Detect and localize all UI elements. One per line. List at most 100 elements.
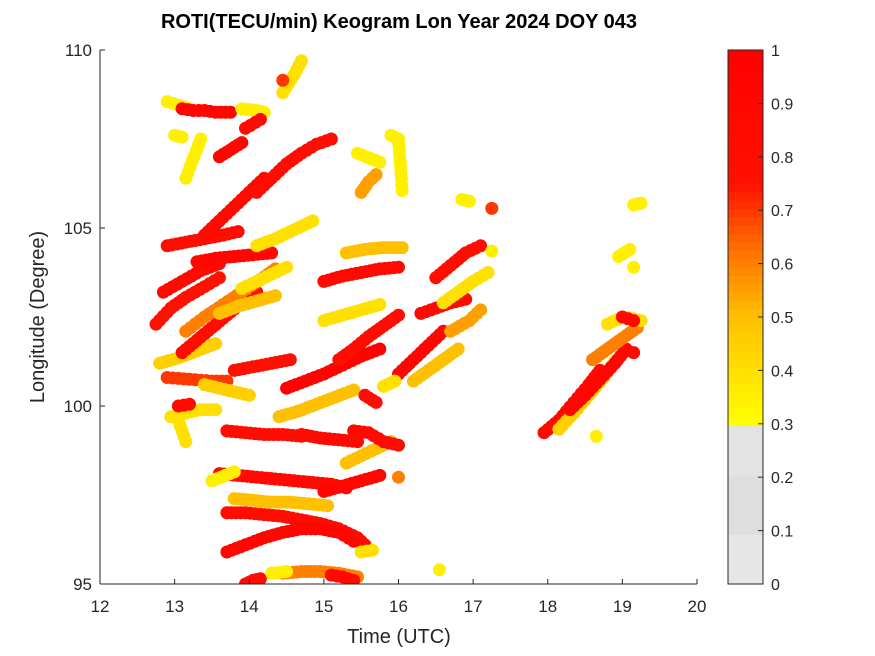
- colorbar-band: [728, 200, 763, 209]
- data-point: [176, 131, 189, 144]
- data-point: [179, 435, 192, 448]
- colorbar-band: [728, 184, 763, 193]
- colorbar-band: [728, 567, 763, 576]
- data-point: [347, 535, 360, 548]
- x-tick-label: 18: [538, 597, 557, 616]
- colorbar-tick-label: 0.9: [771, 96, 793, 113]
- colorbar-tick-label: 0: [771, 577, 780, 594]
- data-point: [388, 375, 401, 388]
- data-point: [635, 197, 648, 210]
- data-point: [623, 243, 636, 256]
- colorbar-band: [728, 476, 763, 485]
- colorbar-band: [728, 133, 763, 142]
- data-point: [482, 266, 495, 279]
- colorbar-tick-label: 1: [771, 43, 780, 60]
- colorbar-band: [728, 209, 763, 218]
- colorbar-band: [728, 551, 763, 560]
- colorbar-band: [728, 392, 763, 401]
- data-point: [228, 465, 241, 478]
- colorbar-band: [728, 400, 763, 409]
- data-point: [254, 572, 267, 585]
- data-point: [209, 337, 222, 350]
- x-tick-label: 14: [240, 597, 259, 616]
- colorbar-band: [728, 375, 763, 384]
- colorbar-band: [728, 275, 763, 284]
- y-tick-label: 110: [65, 41, 92, 60]
- data-point: [209, 403, 222, 416]
- colorbar-tick-label: 0.5: [771, 310, 793, 327]
- y-tick-label: 105: [64, 219, 92, 238]
- data-point: [284, 353, 297, 366]
- colorbar-band: [728, 58, 763, 67]
- colorbar-band: [728, 284, 763, 293]
- colorbar-tick-label: 0.6: [771, 257, 793, 274]
- colorbar-band: [728, 409, 763, 418]
- data-point: [463, 195, 476, 208]
- colorbar-band: [728, 234, 763, 243]
- data-point: [194, 133, 207, 146]
- colorbar-band: [728, 484, 763, 493]
- data-point: [392, 439, 405, 452]
- colorbar-band: [728, 509, 763, 518]
- colorbar-band: [728, 67, 763, 76]
- colorbar-band: [728, 559, 763, 568]
- colorbar-band: [728, 517, 763, 526]
- colorbar-tick-label: 0.4: [771, 363, 793, 380]
- colorbar-band: [728, 425, 763, 434]
- colorbar-band: [728, 467, 763, 476]
- data-point: [373, 156, 386, 169]
- x-axis-label: Time (UTC): [347, 626, 451, 648]
- y-tick-label: 95: [73, 575, 92, 594]
- data-point: [627, 261, 640, 274]
- colorbar-band: [728, 451, 763, 460]
- colorbar-band: [728, 576, 763, 585]
- colorbar-tick-label: 0.3: [771, 417, 793, 434]
- data-point: [627, 314, 640, 327]
- colorbar-band: [728, 417, 763, 426]
- colorbar-band: [728, 434, 763, 443]
- data-point: [295, 54, 308, 67]
- data-point: [474, 303, 487, 316]
- colorbar-band: [728, 100, 763, 109]
- colorbar-band: [728, 117, 763, 126]
- colorbar-band: [728, 267, 763, 276]
- data-point: [224, 106, 237, 119]
- data-point: [280, 261, 293, 274]
- colorbar-band: [728, 175, 763, 184]
- data-point: [373, 469, 386, 482]
- data-point: [474, 239, 487, 252]
- data-point: [213, 271, 226, 284]
- colorbar-tick-label: 0.1: [771, 524, 793, 541]
- data-point: [347, 384, 360, 397]
- data-point: [254, 113, 267, 126]
- x-tick-label: 15: [314, 597, 333, 616]
- data-point: [392, 471, 405, 484]
- colorbar-band: [728, 75, 763, 84]
- data-point: [325, 133, 338, 146]
- colorbar-band: [728, 317, 763, 326]
- x-tick-label: 20: [688, 597, 707, 616]
- data-point: [485, 245, 498, 258]
- colorbar-band: [728, 300, 763, 309]
- colorbar-band: [728, 150, 763, 159]
- colorbar-band: [728, 350, 763, 359]
- data-point: [396, 184, 409, 197]
- colorbar-band: [728, 292, 763, 301]
- colorbar-band: [728, 542, 763, 551]
- colorbar-band: [728, 242, 763, 251]
- data-point: [235, 136, 248, 149]
- colorbar-band: [728, 92, 763, 101]
- data-point: [183, 398, 196, 411]
- y-axis-label: Longitude (Degree): [27, 231, 49, 403]
- colorbar-band: [728, 325, 763, 334]
- x-tick-label: 17: [464, 597, 483, 616]
- colorbar-band: [728, 50, 763, 59]
- colorbar-band: [728, 217, 763, 226]
- colorbar-band: [728, 359, 763, 368]
- x-tick-label: 16: [389, 597, 408, 616]
- data-point: [392, 309, 405, 322]
- colorbar-band: [728, 158, 763, 167]
- colorbar-band: [728, 167, 763, 176]
- colorbar-band: [728, 142, 763, 151]
